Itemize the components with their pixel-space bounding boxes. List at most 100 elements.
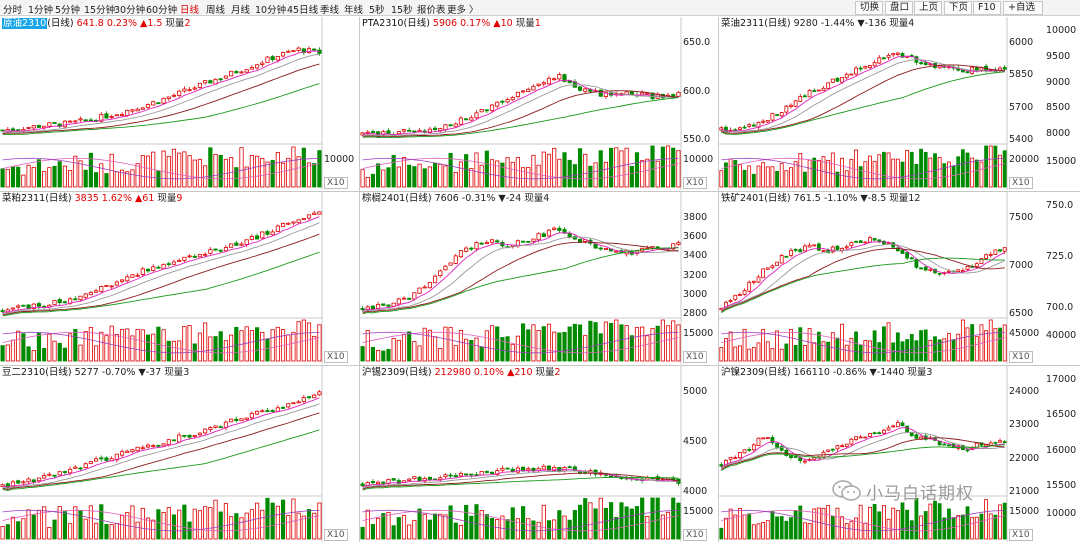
volume-bar [260,331,265,362]
period-tab-4[interactable]: 30分钟 [114,5,146,16]
moving-average-line [2,251,320,317]
kline-chart[interactable] [719,366,1043,542]
volume-bar [21,333,26,362]
kline-chart[interactable] [719,17,1043,190]
period-tab-13[interactable]: 5秒 [369,5,385,16]
volume-bar [36,159,42,188]
kline-panel[interactable]: 棕榈2401(日线) 7606 -0.31% ▼-24 现量4 3800 3600 3400 3… [360,192,717,364]
volume-scale-badge[interactable]: X10 [324,351,348,363]
volume-bar [923,151,928,188]
kline-panel[interactable]: 沪锡2309(日线) 212980 0.10% ▲210 现量2 5000 4500 4000… [360,366,717,542]
right-price-axis-label: 700.0 [1046,302,1074,313]
candlestick [572,78,577,88]
period-tab-16[interactable]: 更多 〉 [447,5,479,16]
candlestick [464,117,469,121]
kline-chart[interactable] [360,192,717,364]
period-tab-1[interactable]: 1分钟 [28,5,54,16]
volume-scale-badge[interactable]: X10 [1009,351,1033,363]
candlestick [260,409,265,413]
candlestick [863,65,868,70]
volume-bar [835,507,840,540]
kline-chart[interactable] [0,366,358,542]
period-tab-0[interactable]: 分时 [3,5,23,16]
kline-panel[interactable]: PTA2310(日线) 5906 0.17% ▲10 现量1 650.0 600.0 550.… [360,17,717,190]
last-price: 9280 [793,18,818,29]
candlestick [733,294,738,302]
kline-panel[interactable]: 菜粕2311(日线) 3835 1.62% ▲61 现量9 X10 [0,192,358,364]
volume-scale-badge[interactable]: X10 [324,529,348,541]
period-tab-10[interactable]: 45日线 [287,5,319,16]
candlestick [779,444,784,452]
kline-chart[interactable] [360,17,717,190]
moving-average-line [2,403,320,489]
volume-bar [536,330,541,362]
toolbar-button-2[interactable]: 上页 [914,1,942,15]
toolbar-button-1[interactable]: 盘口 [885,1,913,15]
candlestick [784,255,789,258]
volume-bar [145,334,151,362]
volume-bar [448,505,453,540]
toolbar-button-4[interactable]: F10 [973,1,1001,15]
period-tab-5[interactable]: 60分钟 [146,5,178,16]
change-value: 210 [514,367,533,378]
candlestick [223,75,229,80]
kline-chart[interactable] [719,192,1043,364]
period-tab-11[interactable]: 季线 [320,5,340,16]
volume-bar [296,512,301,540]
volume-bar [31,166,36,188]
volume-bar [182,326,187,362]
change-arrow-icon: ▲ [134,193,143,204]
kline-chart[interactable] [0,192,358,364]
volume-scale-badge[interactable]: X10 [683,351,707,363]
panel-header: 原油2310(日线) 641.8 0.23% ▲1.5 现量2 [2,18,190,29]
volume-ma-line [362,509,679,532]
kline-panel[interactable]: 菜油2311(日线) 9280 -1.44% ▼-136 现量4 6000 5850 5700… [719,17,1043,190]
toolbar-button-0[interactable]: 切换 [855,1,883,15]
volume-bar [192,159,197,188]
volume-bar [448,152,453,188]
period-label: (日线) [45,193,72,204]
candlestick [816,89,821,92]
toolbar-button-5[interactable]: +自选 [1003,1,1043,15]
volume-scale-badge[interactable]: X10 [1009,177,1033,189]
candlestick [676,91,681,97]
volume-scale-badge[interactable]: X10 [324,177,348,189]
candlestick [821,249,826,252]
period-tab-2[interactable]: 5分钟 [55,5,81,16]
period-tab-12[interactable]: 年线 [344,5,364,16]
volume-bar [956,333,961,362]
candlestick [93,456,99,462]
candlestick [306,214,312,220]
period-tab-15[interactable]: 报价表 [417,5,446,16]
volume-bar [844,170,849,188]
candlestick [956,269,961,273]
kline-panel[interactable]: 原油2310(日线) 641.8 0.23% ▲1.5 现量2 10000 X10 [0,17,358,190]
volume-bar [665,325,671,362]
period-tab-9[interactable]: 10分钟 [255,5,287,16]
volume-scale-badge[interactable]: X10 [683,177,707,189]
volume-bar [197,158,203,188]
volume-bar [974,159,979,188]
toolbar-button-3[interactable]: 下页 [944,1,972,15]
volume-bar [407,524,412,540]
kline-panel[interactable]: 铁矿2401(日线) 761.5 -1.10% ▼-8.5 现量12 7500 7000 65… [719,192,1043,364]
volume-label: 现量 [535,367,555,378]
volume-bar [993,145,998,188]
moving-average-line [2,216,320,314]
candlestick [218,425,223,429]
volume-bar [187,155,192,188]
volume-bar [541,504,546,540]
volume-bar [16,330,21,362]
period-tab-3[interactable]: 15分钟 [84,5,116,16]
kline-chart[interactable] [360,366,717,542]
period-tab-8[interactable]: 月线 [231,5,251,16]
kline-chart[interactable] [0,17,358,190]
period-tab-7[interactable]: 周线 [206,5,226,16]
period-tab-14[interactable]: 15秒 [391,5,413,16]
kline-panel[interactable]: 豆二2310(日线) 5277 -0.70% ▼-37 现量3 X10 [0,366,358,542]
period-tab-6[interactable]: 日线 [180,5,200,16]
kline-panel[interactable]: 沪镍2309(日线) 166110 -0.86% ▼-1440 现量3 24000 2300… [719,366,1043,542]
volume-bar [57,506,62,540]
volume-scale-badge[interactable]: X10 [683,529,707,541]
volume-scale-badge[interactable]: X10 [1009,529,1033,541]
